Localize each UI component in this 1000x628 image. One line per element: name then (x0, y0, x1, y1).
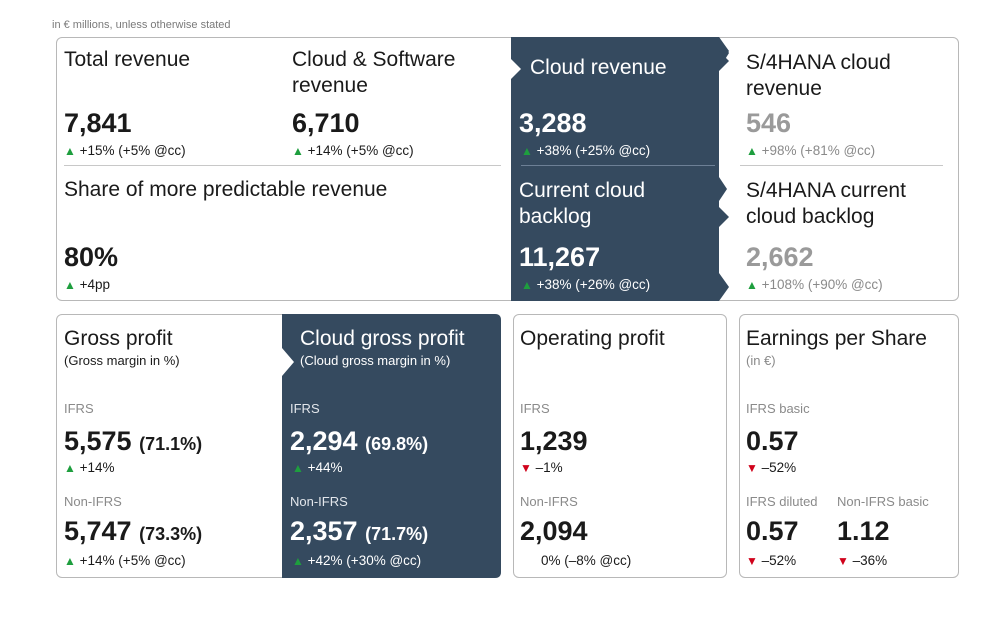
triangle-up-icon: ▲ (292, 461, 304, 475)
cloud-gross-profit-non-ifrs-value: 2,357 (71.7%) (290, 516, 429, 546)
eps-card (739, 314, 959, 578)
operating-profit-non-ifrs-label: Non-IFRS (520, 494, 578, 509)
operating-profit-title: Operating profit (520, 327, 665, 350)
s4-backlog-title-1: S/4HANA current (746, 179, 906, 202)
cloud-gross-profit-subtitle: (Cloud gross margin in %) (300, 353, 451, 368)
divider (64, 165, 501, 166)
cloud-backlog-change: ▲ +38% (+26% @cc) (521, 277, 651, 292)
cloud-revenue-change: ▲ +38% (+25% @cc) (521, 143, 651, 158)
eps-subtitle: (in €) (746, 353, 776, 368)
gross-profit-ifrs-change: ▲ +14% (64, 460, 115, 475)
eps-ifrs-diluted-change: ▼ –52% (746, 553, 797, 568)
gross-profit-title: Gross profit (64, 327, 173, 350)
operating-profit-card (513, 314, 727, 578)
operating-profit-ifrs-value: 1,239 (520, 426, 588, 456)
triangle-down-icon: ▼ (837, 554, 849, 568)
triangle-up-icon: ▲ (292, 554, 304, 568)
predictable-revenue-change: ▲ +4pp (64, 277, 111, 292)
triangle-down-icon: ▼ (746, 554, 758, 568)
s4-backlog-title-2: cloud backlog (746, 205, 875, 228)
total-revenue-change: ▲ +15% (+5% @cc) (64, 143, 186, 158)
triangle-up-icon: ▲ (64, 278, 76, 292)
cloud-gross-profit-ifrs-value: 2,294 (69.8%) (290, 426, 429, 456)
s4-cloud-revenue-change: ▲ +98% (+81% @cc) (746, 143, 876, 158)
eps-ifrs-basic-value: 0.57 (746, 426, 799, 456)
s4-cloud-revenue-title-1: S/4HANA cloud (746, 51, 891, 74)
triangle-up-icon: ▲ (64, 144, 76, 158)
cloud-revenue-value: 3,288 (519, 108, 587, 138)
operating-profit-ifrs-change: ▼ –1% (520, 460, 563, 475)
cloud-software-value: 6,710 (292, 108, 360, 138)
triangle-down-icon: ▼ (746, 461, 758, 475)
triangle-up-icon: ▲ (746, 144, 758, 158)
divider (521, 165, 715, 166)
total-revenue-value: 7,841 (64, 108, 132, 138)
triangle-up-icon: ▲ (521, 144, 533, 158)
gross-profit-subtitle: (Gross margin in %) (64, 353, 180, 368)
gross-profit-ifrs-value: 5,575 (71.1%) (64, 426, 203, 456)
eps-ifrs-diluted-label: IFRS diluted (746, 494, 818, 509)
gross-profit-non-ifrs-change: ▲ +14% (+5% @cc) (64, 553, 186, 568)
eps-ifrs-basic-label: IFRS basic (746, 401, 810, 416)
cloud-gross-profit-ifrs-label: IFRS (290, 401, 320, 416)
s4-cloud-revenue-value: 546 (746, 108, 792, 138)
eps-title: Earnings per Share (746, 327, 927, 350)
units-note: in € millions, unless otherwise stated (52, 19, 231, 31)
cloud-gross-profit-non-ifrs-change: ▲ +42% (+30% @cc) (292, 553, 422, 568)
cloud-gross-profit-title: Cloud gross profit (300, 327, 465, 350)
cloud-backlog-title-2: backlog (519, 205, 592, 228)
eps-ifrs-basic-change: ▼ –52% (746, 460, 797, 475)
s4-backlog-value: 2,662 (746, 242, 814, 272)
triangle-down-icon: ▼ (520, 461, 532, 475)
cloud-revenue-title: Cloud revenue (530, 56, 667, 79)
eps-non-ifrs-basic-value: 1.12 (837, 516, 890, 546)
gross-profit-non-ifrs-value: 5,747 (73.3%) (64, 516, 203, 546)
operating-profit-ifrs-label: IFRS (520, 401, 550, 416)
triangle-up-icon: ▲ (64, 461, 76, 475)
eps-non-ifrs-basic-change: ▼ –36% (837, 553, 888, 568)
predictable-revenue-value: 80% (64, 242, 119, 272)
gross-profit-non-ifrs-label: Non-IFRS (64, 494, 122, 509)
triangle-up-icon: ▲ (521, 278, 533, 292)
eps-ifrs-diluted-value: 0.57 (746, 516, 799, 546)
revenue-card (56, 37, 959, 301)
eps-non-ifrs-basic-label: Non-IFRS basic (837, 494, 929, 509)
cloud-gross-profit-panel (282, 314, 501, 578)
total-revenue-title: Total revenue (64, 48, 191, 71)
cloud-gross-profit-non-ifrs-label: Non-IFRS (290, 494, 348, 509)
gross-profit-ifrs-label: IFRS (64, 401, 94, 416)
cloud-backlog-value: 11,267 (519, 242, 601, 272)
s4-cloud-revenue-title-2: revenue (746, 77, 822, 100)
cloud-revenue-panel (511, 37, 729, 301)
cloud-software-change: ▲ +14% (+5% @cc) (292, 143, 414, 158)
divider (740, 165, 943, 166)
triangle-up-icon: ▲ (292, 144, 304, 158)
cloud-software-title-1: Cloud & Software (292, 48, 456, 71)
triangle-up-icon: ▲ (64, 554, 76, 568)
cloud-backlog-title-1: Current cloud (519, 179, 646, 202)
triangle-up-icon: ▲ (746, 278, 758, 292)
s4-backlog-change: ▲ +108% (+90% @cc) (746, 277, 883, 292)
operating-profit-non-ifrs-value: 2,094 (520, 516, 588, 546)
predictable-revenue-title: Share of more predictable revenue (64, 178, 388, 201)
operating-profit-non-ifrs-change: 0% (–8% @cc) (541, 553, 632, 568)
cloud-gross-profit-ifrs-change: ▲ +44% (292, 460, 343, 475)
cloud-software-title-2: revenue (292, 74, 368, 97)
